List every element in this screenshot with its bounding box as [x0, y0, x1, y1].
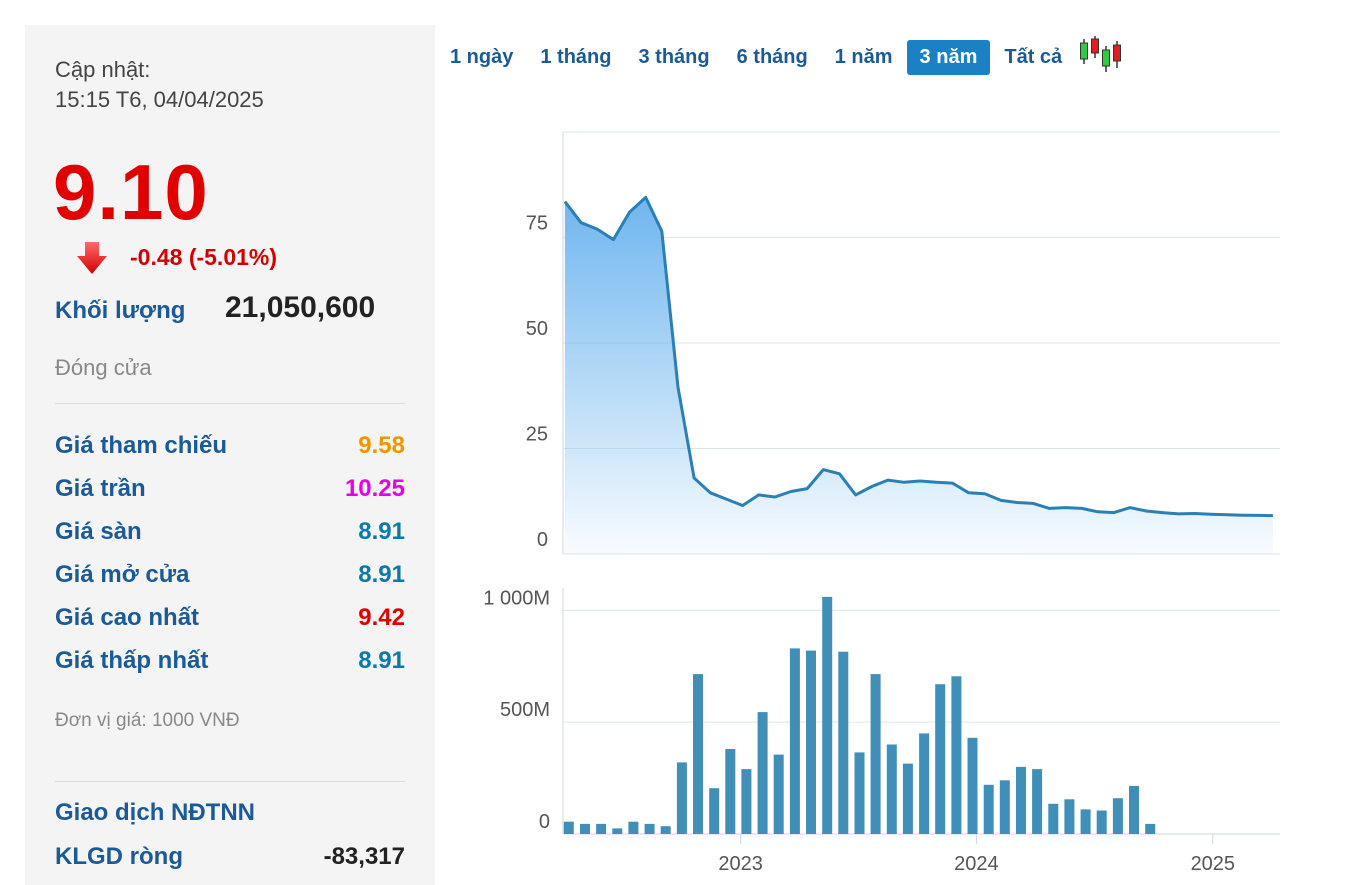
tab-all[interactable]: Tất cả [1004, 45, 1063, 68]
tab-3-years[interactable]: 3 năm [906, 39, 991, 75]
volume-bar [1129, 785, 1139, 834]
stat-label: Giá thấp nhất [55, 647, 209, 674]
volume-value: 21,050,600 [225, 291, 376, 324]
stat-label: Giá trần [55, 475, 146, 502]
tab-3-months[interactable]: 3 tháng [638, 45, 710, 68]
volume-bars [563, 596, 1156, 834]
divider [55, 403, 405, 404]
volume-bar [709, 788, 720, 834]
period-tabs: 1 ngày 1 tháng 3 tháng 6 tháng 1 năm 3 n… [437, 36, 1122, 78]
foreign-net-value: -83,317 [323, 843, 405, 870]
volume-label: Khối lượng [55, 297, 186, 324]
volume-bar [628, 821, 639, 834]
volume-bar [983, 784, 994, 834]
price-y-ticks: 0 25 50 75 [526, 213, 548, 552]
price-y-tick-label: 0 [537, 529, 548, 551]
tab-1-day[interactable]: 1 ngày [450, 45, 514, 68]
volume-bar [757, 712, 768, 834]
price-change: -0.48 (-5.01%) [130, 244, 278, 270]
stat-label: Giá sàn [55, 518, 142, 545]
stat-value: 9.58 [358, 432, 405, 459]
current-price: 9.10 [53, 148, 209, 236]
candlestick-icon[interactable] [1078, 36, 1122, 78]
volume-bar [822, 596, 833, 834]
foreign-trading-title: Giao dịch NĐTNN [55, 799, 256, 826]
volume-bar [725, 749, 736, 834]
foreign-net-row: KLGD ròng -83,317 [55, 843, 405, 873]
x-tick-label: 2023 [718, 853, 763, 875]
divider [55, 781, 405, 782]
volume-bar [1032, 769, 1043, 834]
volume-bar [935, 684, 946, 834]
volume-bar [1112, 798, 1123, 834]
volume-y-tick-label: 1 000M [483, 587, 550, 609]
volume-bar [1016, 766, 1026, 834]
stock-info-panel: Cập nhật: 15:15 T6, 04/04/2025 9.10 -0.4… [25, 25, 435, 885]
volume-bar [773, 754, 784, 834]
down-arrow-icon [77, 242, 107, 274]
price-line [563, 195, 1273, 518]
price-area [564, 197, 1273, 554]
volume-bar [741, 769, 752, 834]
tab-6-months[interactable]: 6 tháng [736, 45, 808, 68]
stat-row-open: Giá mở cửa 8.91 [55, 561, 405, 591]
stat-value: 9.42 [358, 604, 405, 631]
volume-bar [660, 826, 671, 834]
volume-y-tick-label: 0 [539, 811, 550, 833]
volume-bar [580, 823, 590, 834]
x-tick-label: 2024 [954, 853, 999, 875]
x-tick-label: 2025 [1191, 853, 1236, 875]
volume-bar [789, 648, 800, 834]
stat-value: 8.91 [358, 647, 405, 674]
volume-bar [612, 828, 623, 834]
volume-bar [870, 674, 881, 834]
volume-bar [919, 733, 930, 834]
stat-row-reference: Giá tham chiếu 9.58 [55, 432, 405, 462]
volume-bar [854, 752, 865, 834]
tab-1-month[interactable]: 1 tháng [540, 45, 612, 68]
volume-y-ticks: 0 500M 1 000M [483, 587, 550, 833]
foreign-net-label: KLGD ròng [55, 843, 183, 870]
stat-row-high: Giá cao nhất 9.42 [55, 604, 405, 634]
stat-row-floor: Giá sàn 8.91 [55, 518, 405, 548]
stat-label: Giá mở cửa [55, 561, 190, 588]
updated-time: 15:15 T6, 04/04/2025 [55, 87, 264, 112]
volume-bar [563, 821, 574, 834]
stat-row-ceiling: Giá trần 10.25 [55, 475, 405, 505]
volume-bar [999, 780, 1010, 834]
market-status: Đóng cửa [55, 355, 152, 380]
volume-bar [1064, 799, 1075, 834]
volume-bar [1048, 803, 1059, 834]
volume-bar [886, 744, 897, 834]
stat-value: 8.91 [358, 518, 405, 545]
volume-bar [951, 676, 962, 834]
volume-bar [902, 763, 913, 834]
volume-bar [596, 823, 607, 834]
volume-y-tick-label: 500M [500, 699, 550, 721]
x-axis-ticks: 2023 2024 2025 [718, 834, 1235, 875]
updated-label: Cập nhật: [55, 57, 151, 82]
price-y-tick-label: 75 [526, 213, 548, 235]
volume-bar [644, 823, 655, 834]
volume-bar [838, 651, 849, 834]
volume-bar [676, 762, 687, 834]
price-y-tick-label: 50 [526, 318, 548, 340]
tab-1-year[interactable]: 1 năm [834, 45, 893, 68]
stat-label: Giá cao nhất [55, 604, 200, 631]
price-y-tick-label: 25 [526, 424, 548, 446]
volume-bar [1080, 809, 1091, 834]
price-unit: Đơn vị giá: 1000 VNĐ [55, 710, 240, 731]
stat-value: 8.91 [358, 561, 405, 588]
stat-label: Giá tham chiếu [55, 432, 228, 459]
volume-bar [806, 650, 816, 834]
stat-value: 10.25 [344, 475, 405, 502]
volume-bar [1096, 810, 1107, 834]
volume-bar [967, 737, 978, 834]
volume-bar [1145, 823, 1156, 834]
stat-row-low: Giá thấp nhất 8.91 [55, 647, 405, 677]
volume-bar [693, 674, 703, 834]
